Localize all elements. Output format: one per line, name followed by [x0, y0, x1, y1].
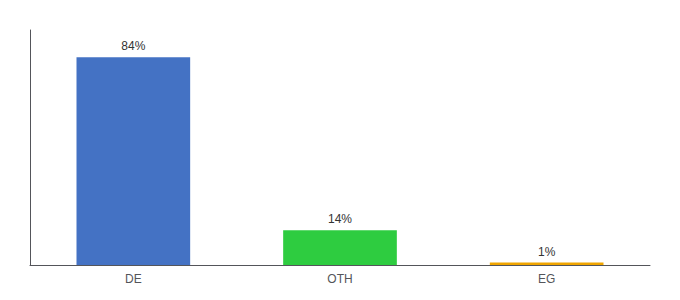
svg-text:EG: EG [538, 272, 555, 286]
svg-text:1%: 1% [538, 245, 556, 259]
svg-text:84%: 84% [121, 39, 145, 53]
svg-text:OTH: OTH [327, 272, 352, 286]
svg-text:14%: 14% [328, 212, 352, 226]
svg-text:DE: DE [125, 272, 142, 286]
